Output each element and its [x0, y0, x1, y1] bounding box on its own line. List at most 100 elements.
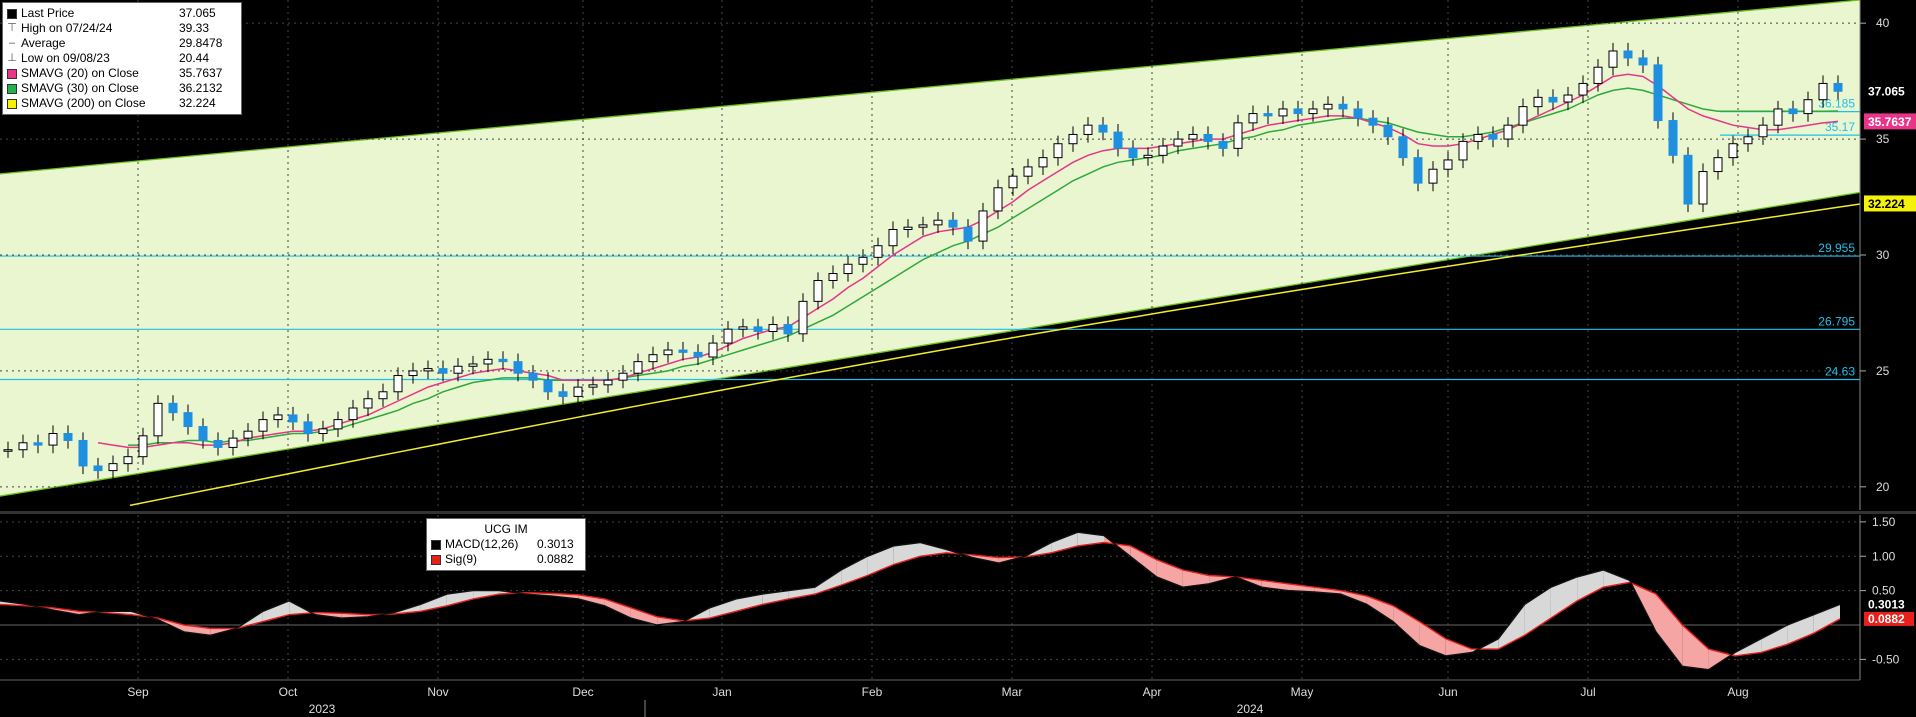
candle-body: [393, 375, 403, 393]
candle-body: [648, 354, 658, 363]
price-tag-label: 35.7637: [1868, 115, 1912, 129]
macd-fill-segment: [630, 607, 658, 625]
candle-body: [813, 280, 823, 302]
candle-body: [1293, 108, 1303, 115]
candle-body: [1143, 154, 1153, 159]
trend-channel-upper: [0, 0, 1861, 175]
legend-value: 32.224: [179, 96, 216, 110]
candle-body: [78, 439, 88, 467]
sma200-line: [129, 203, 1861, 507]
candle-body: [438, 368, 448, 374]
candle-body: [1698, 171, 1708, 205]
x-month-label: Jan: [712, 685, 731, 699]
candle-body: [903, 226, 913, 231]
legend-value: 36.2132: [179, 81, 223, 95]
candle-body: [258, 419, 268, 432]
candle-body: [1773, 108, 1783, 126]
candle-body: [48, 433, 58, 446]
candle-body: [1518, 106, 1528, 126]
candle-body: [468, 363, 478, 367]
candle-body: [1113, 131, 1123, 149]
candle-body: [1713, 157, 1723, 173]
macd-fill-segment: [1445, 638, 1472, 656]
candle-body: [513, 361, 523, 374]
legend-glyph-icon: ⊥: [7, 52, 17, 64]
legend-swatch: [431, 554, 441, 565]
macd-legend-row: MACD(12,26) 0.3013: [431, 537, 581, 552]
candle-body: [858, 256, 868, 265]
macd-fill-segment: [762, 590, 789, 605]
legend-label: Average: [21, 36, 66, 50]
macd-fill-segment: [1550, 576, 1578, 619]
macd-fill-segment: [657, 616, 684, 625]
macd-tag-label: 0.0882: [1868, 612, 1905, 626]
candle-body: [1473, 133, 1483, 142]
price-tick-label: 35: [1876, 132, 1890, 146]
candle-body: [1218, 140, 1228, 149]
candle-body: [1008, 175, 1018, 189]
candle-body: [168, 402, 178, 414]
trend-channel-lower: [0, 191, 1861, 497]
candle-body: [768, 324, 778, 332]
candle-body: [483, 358, 493, 365]
candle-body: [63, 433, 73, 441]
candle-body: [1173, 138, 1183, 147]
legend-value: 39.33: [179, 21, 210, 35]
candle-body: [303, 421, 313, 434]
candle-body: [1353, 108, 1363, 119]
macd-fill-segment: [1656, 594, 1683, 667]
candle-body: [828, 273, 838, 281]
candle-body: [378, 391, 388, 400]
price-tag: [1864, 113, 1916, 130]
macd-fill-segment: [1366, 596, 1394, 622]
candle-body: [723, 328, 733, 344]
x-month-label: Apr: [1143, 685, 1162, 699]
macd-fill-segment: [446, 590, 474, 606]
price-legend: Last Price 37.065 ⊤ High on 07/24/24 39.33– A…: [2, 2, 242, 115]
legend-glyph-icon: ⊤: [7, 22, 17, 34]
candle-body: [1578, 82, 1588, 96]
candle-body: [138, 435, 148, 458]
legend-row: ⊥ Low on 09/08/23 20.44: [7, 51, 237, 66]
price-tick-label: 30: [1876, 248, 1890, 262]
candle-body: [1188, 133, 1198, 140]
level-label: 36.185: [1818, 97, 1855, 111]
candle-body: [693, 351, 703, 358]
candle-body: [1053, 143, 1063, 159]
macd-fill-segment: [709, 598, 736, 619]
macd-tag-label: 0.3013: [1868, 597, 1905, 611]
candle-body: [933, 219, 943, 226]
candle-body: [3, 449, 13, 452]
macd-tag: [1864, 597, 1914, 612]
legend-label: Last Price: [21, 6, 75, 20]
legend-row: ⊤ High on 07/24/24 39.33: [7, 21, 237, 36]
macd-fill-segment: [1787, 614, 1814, 645]
candle-body: [123, 456, 133, 465]
legend-glyph-icon: –: [8, 37, 16, 49]
candle-body: [1368, 117, 1378, 126]
candle-body: [1233, 122, 1243, 149]
candle-body: [888, 229, 898, 247]
candle-body: [1428, 168, 1438, 184]
candle-body: [1458, 140, 1468, 161]
macd-fill-segment: [1051, 532, 1078, 553]
candle-body: [1803, 99, 1813, 115]
macd-fill-segment: [604, 598, 631, 619]
candle-body: [1593, 66, 1603, 84]
candle-body: [618, 372, 628, 381]
candle-body: [558, 391, 568, 397]
macd-legend: UCG IM MACD(12,26) 0.3013 Sig(9) 0.0882: [426, 518, 586, 571]
candle-body: [1023, 166, 1033, 177]
candle-body: [1788, 108, 1798, 115]
candle-body: [153, 402, 163, 437]
candle-body: [798, 300, 808, 335]
candle-body: [1623, 50, 1633, 59]
macd-legend-row: Sig(9) 0.0882: [431, 552, 581, 567]
candle-body: [213, 439, 223, 448]
candle-body: [633, 361, 643, 374]
macd-tick-label: 0.50: [1872, 584, 1896, 598]
legend-label: High on 07/24/24: [21, 21, 113, 35]
price-tick-label: 40: [1876, 16, 1890, 30]
macd-legend-value: 0.3013: [537, 537, 574, 551]
